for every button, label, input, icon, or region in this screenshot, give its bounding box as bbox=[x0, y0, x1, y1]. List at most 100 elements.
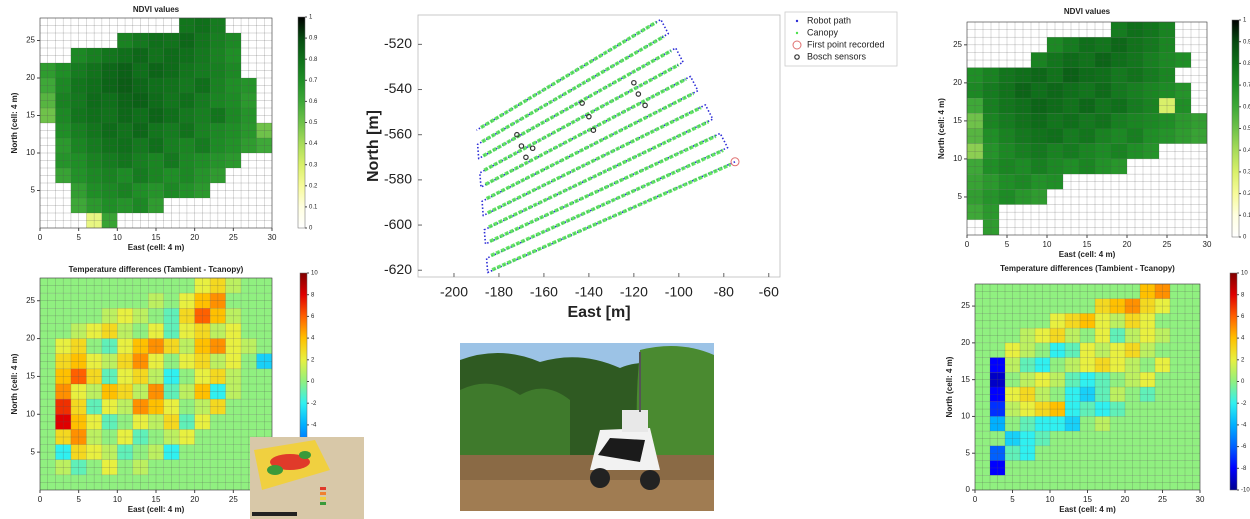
chart-title: NDVI values bbox=[1064, 7, 1111, 16]
colorbar-tick-label: 0.4 bbox=[1243, 148, 1250, 154]
x-tick-label: 5 bbox=[76, 233, 81, 242]
x-tick-label: 20 bbox=[1123, 240, 1132, 249]
y-tick-label: 25 bbox=[26, 36, 35, 45]
x-tick-label: -180 bbox=[485, 284, 513, 300]
chart-title: Temperature differences (Tambient - Tcan… bbox=[69, 265, 244, 274]
legend-label: Robot path bbox=[807, 15, 851, 25]
figure: 051015202530510152025NDVI valuesEast (ce… bbox=[0, 0, 1250, 519]
x-tick-label: -120 bbox=[620, 284, 648, 300]
x-tick-label: -100 bbox=[665, 284, 693, 300]
x-axis-label: East (cell: 4 m) bbox=[128, 505, 185, 514]
legend-label: Canopy bbox=[807, 27, 839, 37]
x-tick-label: 20 bbox=[190, 495, 199, 504]
x-tick-label: 25 bbox=[1163, 240, 1172, 249]
x-tick-label: 5 bbox=[1010, 495, 1015, 504]
colorbar-tick-label: 0.8 bbox=[1243, 61, 1250, 67]
y-tick-label: -560 bbox=[384, 125, 412, 141]
x-tick-label: 10 bbox=[1043, 240, 1052, 249]
x-tick-label: 15 bbox=[152, 495, 161, 504]
page: {"chart_data": [ {"type": "heatmap", "ti… bbox=[0, 0, 1250, 519]
x-tick-label: 20 bbox=[190, 233, 199, 242]
colorbar-tick-label: 10 bbox=[311, 271, 318, 277]
colorbar-tick-label: 0.8 bbox=[309, 57, 318, 63]
x-tick-label: 25 bbox=[1158, 495, 1167, 504]
colorbar-tick-label: 0.1 bbox=[309, 204, 318, 210]
colorbar-tick-label: 0 bbox=[311, 379, 315, 385]
y-tick-label: 20 bbox=[953, 78, 962, 87]
colorbar-tick-label: 2 bbox=[311, 357, 315, 363]
x-axis-label: East (cell: 4 m) bbox=[1059, 250, 1116, 259]
colorbar-tick-label: 0.9 bbox=[309, 36, 318, 42]
colorbar-tick-label: 0.6 bbox=[309, 99, 318, 105]
colorbar-tick-label: 4 bbox=[311, 336, 315, 342]
robot-photo bbox=[460, 343, 714, 511]
x-tick-label: 0 bbox=[38, 233, 43, 242]
y-tick-label: 10 bbox=[26, 148, 35, 157]
x-tick-label: 5 bbox=[1005, 240, 1010, 249]
y-tick-label: 25 bbox=[26, 296, 35, 305]
colorbar-tick-label: 0.9 bbox=[1243, 39, 1250, 45]
legend-label: Bosch sensors bbox=[807, 51, 867, 61]
colorbar-tick-label: 0.7 bbox=[1243, 83, 1250, 89]
y-tick-label: 25 bbox=[953, 40, 962, 49]
x-tick-label: 30 bbox=[1203, 240, 1212, 249]
x-tick-label: 0 bbox=[965, 240, 970, 249]
colorbar-tick-label: 0.5 bbox=[309, 120, 318, 126]
y-tick-label: 20 bbox=[26, 334, 35, 343]
x-tick-label: 0 bbox=[38, 495, 43, 504]
colorbar-tick-label: 4 bbox=[1241, 336, 1245, 342]
x-axis-label: East [m] bbox=[567, 304, 630, 321]
x-tick-label: 25 bbox=[229, 495, 238, 504]
colorbar-tick-label: 0 bbox=[1243, 235, 1247, 241]
chart-title: Temperature differences (Tambient - Tcan… bbox=[1000, 264, 1175, 273]
colorbar-tick-label: 8 bbox=[311, 292, 315, 298]
colorbar-tick-label: 0.4 bbox=[309, 141, 318, 147]
x-tick-label: -140 bbox=[575, 284, 603, 300]
y-axis-label: North (cell: 4 m) bbox=[10, 353, 19, 414]
inset-map bbox=[250, 437, 364, 519]
y-tick-label: 15 bbox=[26, 372, 35, 381]
x-tick-label: 15 bbox=[1083, 495, 1092, 504]
x-tick-label: 15 bbox=[1083, 240, 1092, 249]
chart-title: NDVI values bbox=[133, 5, 180, 14]
x-tick-label: 10 bbox=[113, 233, 122, 242]
legend-symbol bbox=[796, 32, 798, 34]
x-tick-label: -80 bbox=[714, 284, 734, 300]
y-tick-label: -620 bbox=[384, 261, 412, 277]
colorbar bbox=[1232, 20, 1239, 237]
colorbar-tick-label: 1 bbox=[1243, 18, 1247, 24]
colorbar-tick-label: 0.1 bbox=[1243, 213, 1250, 219]
y-tick-label: 5 bbox=[31, 186, 36, 195]
x-axis-label: East (cell: 4 m) bbox=[128, 243, 185, 252]
legend-label: First point recorded bbox=[807, 39, 885, 49]
y-tick-label: -520 bbox=[384, 35, 412, 51]
colorbar-tick-label: 0.2 bbox=[1243, 191, 1250, 197]
colorbar-tick-label: -2 bbox=[311, 401, 317, 407]
colorbar-tick-label: 8 bbox=[1241, 292, 1245, 298]
y-tick-label: 25 bbox=[961, 301, 970, 310]
colorbar-tick-label: 0.2 bbox=[309, 183, 318, 189]
x-tick-label: 5 bbox=[76, 495, 81, 504]
x-tick-label: 15 bbox=[152, 233, 161, 242]
x-tick-label: 30 bbox=[268, 233, 277, 242]
y-axis-label: North (cell: 4 m) bbox=[937, 98, 946, 159]
x-tick-label: 20 bbox=[1121, 495, 1130, 504]
colorbar-tick-label: -8 bbox=[1241, 466, 1247, 472]
colorbar-tick-label: 6 bbox=[311, 314, 315, 320]
colorbar-tick-label: 6 bbox=[1241, 314, 1245, 320]
y-axis-label: North (cell: 4 m) bbox=[945, 356, 954, 417]
y-tick-label: 10 bbox=[953, 154, 962, 163]
colorbar-tick-label: 1 bbox=[309, 15, 313, 21]
colorbar-tick-label: -2 bbox=[1241, 401, 1247, 407]
y-tick-label: -600 bbox=[384, 216, 412, 232]
colorbar-tick-label: -4 bbox=[1241, 422, 1247, 428]
y-tick-label: 5 bbox=[958, 192, 963, 201]
x-tick-label: 10 bbox=[113, 495, 122, 504]
x-tick-label: -60 bbox=[759, 284, 779, 300]
colorbar-tick-label: 0 bbox=[1241, 379, 1245, 385]
y-tick-label: 10 bbox=[26, 409, 35, 418]
y-tick-label: 5 bbox=[31, 447, 36, 456]
colorbar-tick-label: 0.7 bbox=[309, 78, 318, 84]
x-axis-label: East (cell: 4 m) bbox=[1059, 505, 1116, 514]
y-axis-label: North (cell: 4 m) bbox=[10, 92, 19, 153]
